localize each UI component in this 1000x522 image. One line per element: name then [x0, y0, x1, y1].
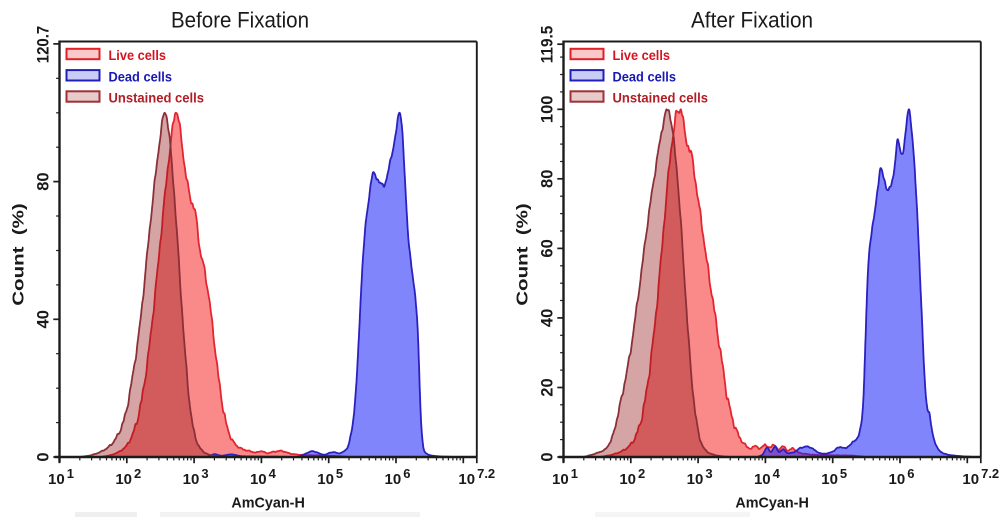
- svg-text:AmCyan-H: AmCyan-H: [735, 495, 809, 512]
- svg-text:Dead cells: Dead cells: [109, 68, 173, 84]
- svg-text:20: 20: [539, 378, 557, 396]
- svg-text:0: 0: [539, 452, 557, 461]
- svg-text:Before Fixation: Before Fixation: [171, 8, 309, 33]
- svg-text:80: 80: [539, 170, 557, 188]
- svg-text:60: 60: [539, 239, 557, 257]
- svg-text:Count (%): Count (%): [11, 203, 28, 306]
- svg-text:Count (%): Count (%): [515, 203, 532, 306]
- svg-text:Unstained cells: Unstained cells: [613, 90, 709, 106]
- svg-text:Unstained cells: Unstained cells: [109, 90, 205, 106]
- svg-text:AmCyan-H: AmCyan-H: [231, 495, 305, 512]
- svg-text:0: 0: [35, 452, 53, 461]
- svg-text:40: 40: [539, 309, 557, 327]
- svg-text:100: 100: [539, 96, 557, 124]
- svg-text:80: 80: [35, 172, 53, 190]
- svg-text:120.7: 120.7: [35, 26, 53, 64]
- svg-text:Live cells: Live cells: [109, 47, 167, 63]
- svg-text:After Fixation: After Fixation: [691, 8, 813, 33]
- svg-text:40: 40: [35, 310, 53, 328]
- svg-text:119.5: 119.5: [539, 26, 557, 64]
- svg-text:Live cells: Live cells: [613, 47, 671, 63]
- svg-text:Dead cells: Dead cells: [613, 68, 677, 84]
